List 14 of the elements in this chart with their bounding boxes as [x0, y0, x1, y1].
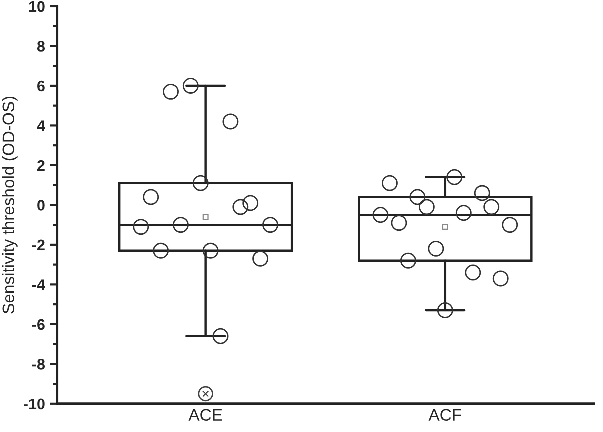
y-tick-label: 0	[38, 200, 45, 211]
x-tick-label: ACE	[188, 409, 222, 422]
y-tick-label: 4	[37, 120, 46, 132]
y-tick-label: 6	[38, 80, 45, 92]
y-tick-label: 8	[37, 41, 46, 52]
y-tick-label: 2	[38, 160, 45, 171]
y-tick-label: -10	[24, 398, 45, 410]
y-tick-label: -4	[32, 280, 46, 290]
y-tick-label: -8	[32, 359, 46, 370]
y-axis-title: Sensitivity threshold (OD-OS)	[2, 96, 18, 314]
x-tick-label: ACF	[428, 409, 462, 422]
y-tick-label: -6	[32, 319, 45, 330]
y-tick-label: -2	[32, 240, 45, 250]
y-tick-label: 10	[29, 1, 45, 12]
